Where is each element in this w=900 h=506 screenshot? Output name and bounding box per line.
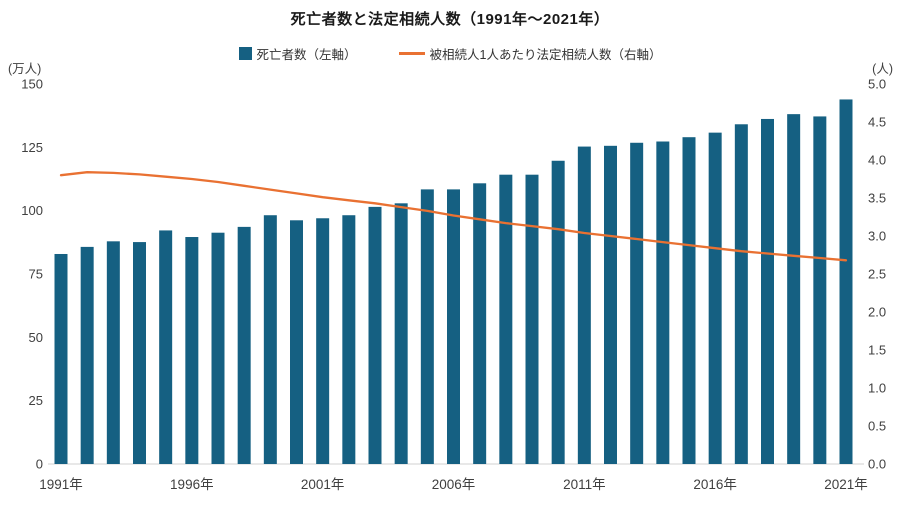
- bar-2009: [525, 174, 539, 464]
- chart-title: 死亡者数と法定相続人数（1991年〜2021年）: [290, 11, 610, 28]
- bar-2004: [394, 203, 408, 464]
- bar-1992: [80, 246, 94, 464]
- bar-2008: [499, 174, 513, 464]
- right-axis-tick-label: 3.5: [868, 191, 886, 206]
- bar-2003: [368, 206, 382, 464]
- left-axis-tick-label: 25: [29, 393, 43, 408]
- bar-2019: [787, 114, 801, 464]
- bar-1996: [185, 237, 199, 464]
- right-axis-tick-label: 4.0: [868, 153, 886, 168]
- bar-2007: [473, 183, 487, 464]
- bar-2015: [682, 137, 696, 464]
- right-axis-tick-label: 2.5: [868, 267, 886, 282]
- bar-1995: [159, 230, 173, 464]
- bar-2017: [734, 124, 748, 464]
- left-axis-tick-label: 150: [21, 77, 43, 92]
- bar-1998: [237, 226, 251, 464]
- right-axis-tick-label: 0.5: [868, 419, 886, 434]
- bar-1994: [133, 242, 146, 464]
- bar-2000: [290, 220, 303, 464]
- left-axis-tick-label: 125: [21, 140, 43, 155]
- heirs-per-decedent-line: [59, 171, 848, 262]
- bar-1991: [54, 253, 68, 464]
- bar-2021: [839, 99, 853, 464]
- left-axis-unit: (万人): [8, 62, 42, 76]
- bar-2014: [656, 141, 670, 465]
- legend: 死亡者数（左軸） 被相続人1人あたり法定相続人数（右軸）: [0, 44, 900, 63]
- legend-item-deaths: 死亡者数（左軸）: [238, 44, 357, 63]
- left-axis-tick-label: 0: [36, 457, 43, 472]
- bar-2002: [342, 215, 356, 464]
- x-axis-tick-label: 2011年: [563, 477, 606, 492]
- bar-2020: [813, 116, 827, 464]
- bar-2010: [551, 160, 565, 464]
- right-axis-tick-label: 4.5: [868, 115, 886, 130]
- x-axis-tick-label: 2016年: [693, 477, 737, 492]
- legend-bar-swatch-icon: [238, 47, 252, 60]
- bar-2018: [761, 118, 774, 465]
- x-axis-tick-label: 2006年: [432, 477, 476, 492]
- bar-2011: [577, 146, 591, 464]
- right-axis-tick-label: 0.0: [868, 457, 886, 472]
- legend-line-swatch-icon: [398, 52, 425, 55]
- left-axis-tick-label: 50: [29, 330, 43, 345]
- bar-2012: [604, 145, 617, 464]
- right-axis-tick-label: 3.0: [868, 229, 886, 244]
- bar-2016: [708, 132, 722, 464]
- right-axis-tick-label: 1.5: [868, 343, 886, 358]
- left-axis-tick-label: 75: [29, 267, 43, 282]
- x-axis-tick-label: 2001年: [301, 477, 345, 492]
- bar-2006: [447, 189, 460, 465]
- bar-2013: [630, 142, 644, 465]
- legend-item-heirs: 被相続人1人あたり法定相続人数（右軸）: [398, 44, 662, 63]
- left-axis-tick-label: 100: [21, 203, 43, 218]
- x-axis-tick-label: 1991年: [39, 477, 83, 492]
- bar-1999: [263, 215, 277, 464]
- right-axis-tick-label: 1.0: [868, 381, 886, 396]
- x-axis-tick-label: 2021年: [824, 477, 868, 492]
- right-axis-tick-label: 2.0: [868, 305, 886, 320]
- right-axis-tick-label: 5.0: [868, 77, 886, 92]
- right-axis-unit: (人): [872, 62, 893, 76]
- bar-2001: [316, 218, 330, 464]
- bar-1997: [211, 232, 225, 464]
- bar-2005: [420, 189, 434, 465]
- legend-label-deaths: 死亡者数（左軸）: [256, 48, 357, 62]
- bar-1993: [106, 241, 120, 464]
- legend-label-heirs: 被相続人1人あたり法定相続人数（右軸）: [429, 48, 662, 62]
- x-axis-tick-label: 1996年: [170, 477, 214, 492]
